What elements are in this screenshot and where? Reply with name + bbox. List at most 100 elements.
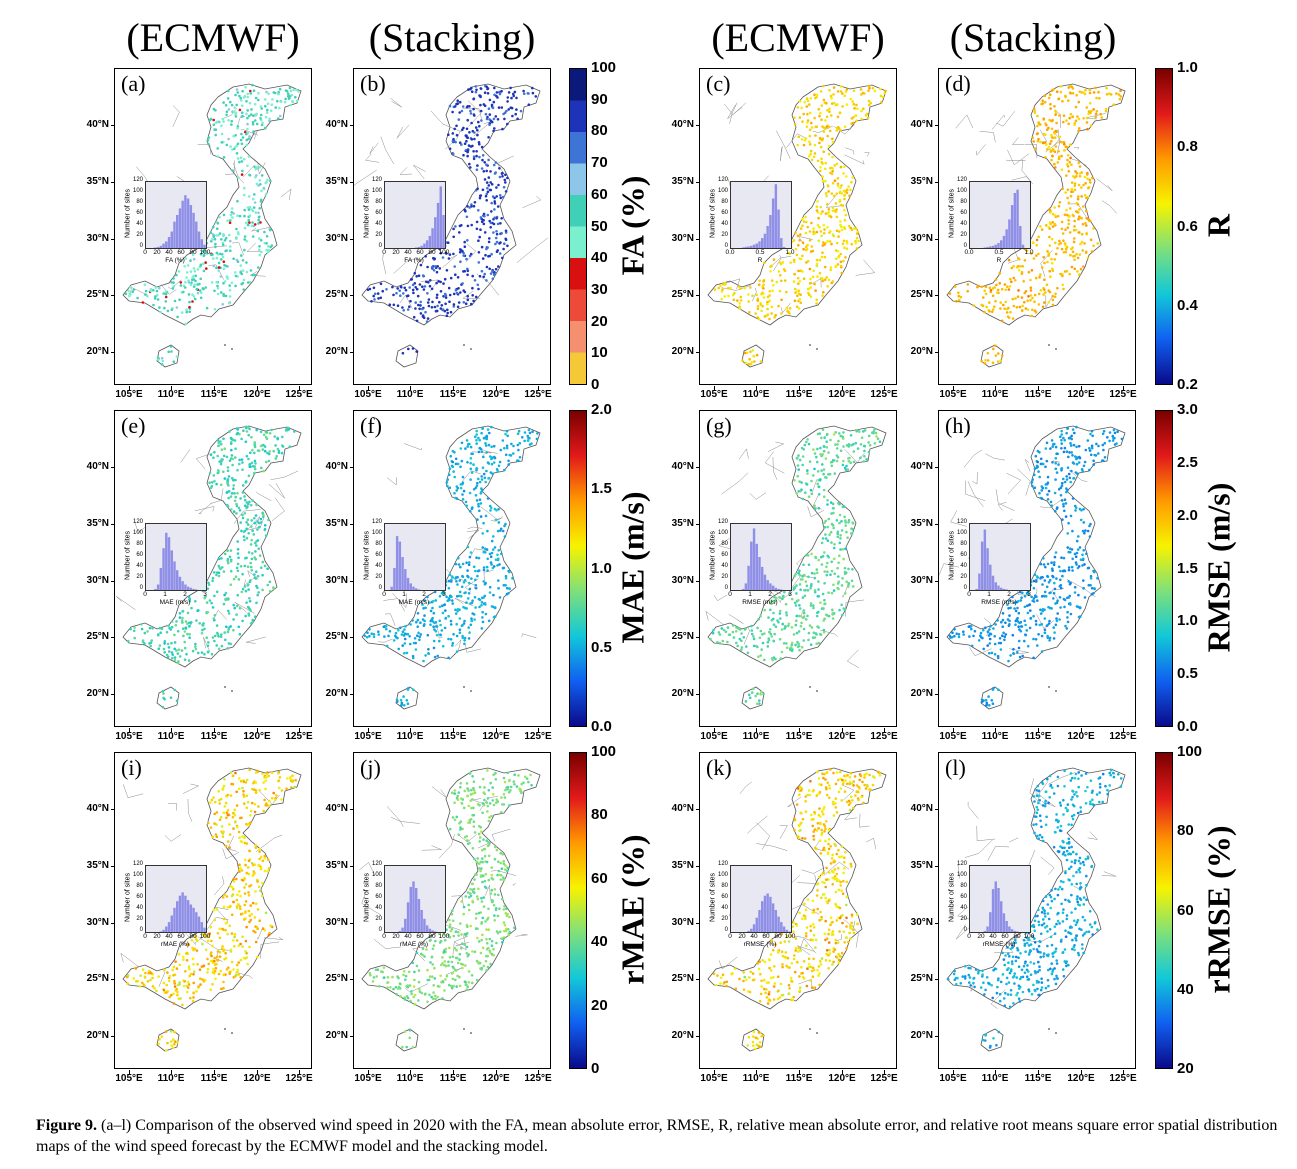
station-dot [206,252,209,256]
station-dot [424,654,427,657]
station-dot [230,886,234,889]
station-dot [451,110,454,114]
station-dot [486,213,490,217]
inset-y-tick: 20 [375,232,382,238]
station-dot [468,491,472,495]
station-dot [409,299,412,303]
station-dot [170,620,174,623]
station-dot [824,476,827,479]
station-dot [417,631,420,635]
station-dot [162,692,165,695]
station-dot [1021,654,1024,658]
station-dot [469,252,473,256]
station-dot [496,529,500,533]
station-dot [449,310,453,314]
inset-y-tick: 20 [721,574,728,580]
histogram-bar [170,550,173,590]
station-dot [1062,502,1065,506]
station-dot [1060,227,1064,231]
station-dot [229,145,232,148]
station-dot [468,162,471,166]
station-dot [248,945,251,949]
station-dot [809,604,813,607]
station-dot [862,430,865,433]
station-dot [230,457,233,460]
station-dot [249,92,252,95]
station-dot [845,580,848,583]
station-dot [1001,625,1004,628]
station-dot [829,438,832,442]
station-dot [487,619,491,623]
histogram-bar [154,588,157,590]
station-dot [823,581,826,585]
station-dot [245,430,249,433]
station-dot [259,105,263,108]
station-dot [245,822,248,826]
station-dot [808,140,811,143]
station-dot [475,168,479,171]
station-dot [1005,311,1009,314]
station-dot [801,575,804,578]
histogram-bar [741,247,745,248]
station-dot [852,443,855,446]
station-dot [481,616,484,619]
station-dot [480,478,484,481]
station-dot [1086,566,1090,570]
station-dot [806,112,809,116]
station-dot [469,467,473,471]
station-dot [819,453,822,456]
province-boundary [965,480,986,501]
province-boundary [268,483,286,499]
station-dot [1041,609,1044,613]
station-dot [774,625,778,628]
province-boundary [399,167,413,175]
inset-y-tick: 120 [371,177,382,183]
station-dot [475,484,479,488]
station-dot [188,625,191,628]
china-map [705,425,887,710]
histogram-bar [423,243,426,248]
station-dot [225,816,228,820]
latitude-tick-mark [696,239,700,240]
station-dot [180,649,184,652]
inset-y-tick: 60 [721,210,728,216]
station-dot [1062,505,1065,508]
longitude-tick: 125°E [870,389,898,400]
station-dot [838,554,841,558]
station-dot [810,626,814,629]
station-dot [800,481,803,484]
station-dot [152,303,155,307]
station-dot [492,117,496,121]
station-dot [998,271,1002,275]
station-dot [220,258,223,261]
station-dot [834,257,838,261]
station-dot [172,284,176,288]
station-dot [439,623,442,627]
province-boundary [972,471,978,485]
station-dot [491,548,495,551]
longitude-tick-mark [884,386,885,390]
station-dot [804,491,807,494]
mainland-outline [946,83,1126,326]
station-dot [217,269,220,273]
station-dot [1063,242,1067,245]
station-dot [498,460,502,464]
station-dot [481,532,484,535]
histogram-bar [434,217,437,248]
station-dot [810,571,814,575]
histogram-bar [997,585,1000,590]
station-dot [828,533,831,536]
station-dot [994,623,997,626]
station-dot [1023,594,1027,598]
station-dot [465,215,469,219]
station-dot [429,279,432,282]
station-dot [720,627,724,630]
station-dot [536,432,539,435]
inset-x-tick: 1 [987,591,991,598]
station-dot [813,452,817,455]
station-dot [817,107,821,111]
inset-y-tick: 80 [960,199,967,205]
inset-y-tick: 120 [132,519,143,525]
station-dot [489,181,492,184]
latitude-tick-mark [111,239,115,240]
